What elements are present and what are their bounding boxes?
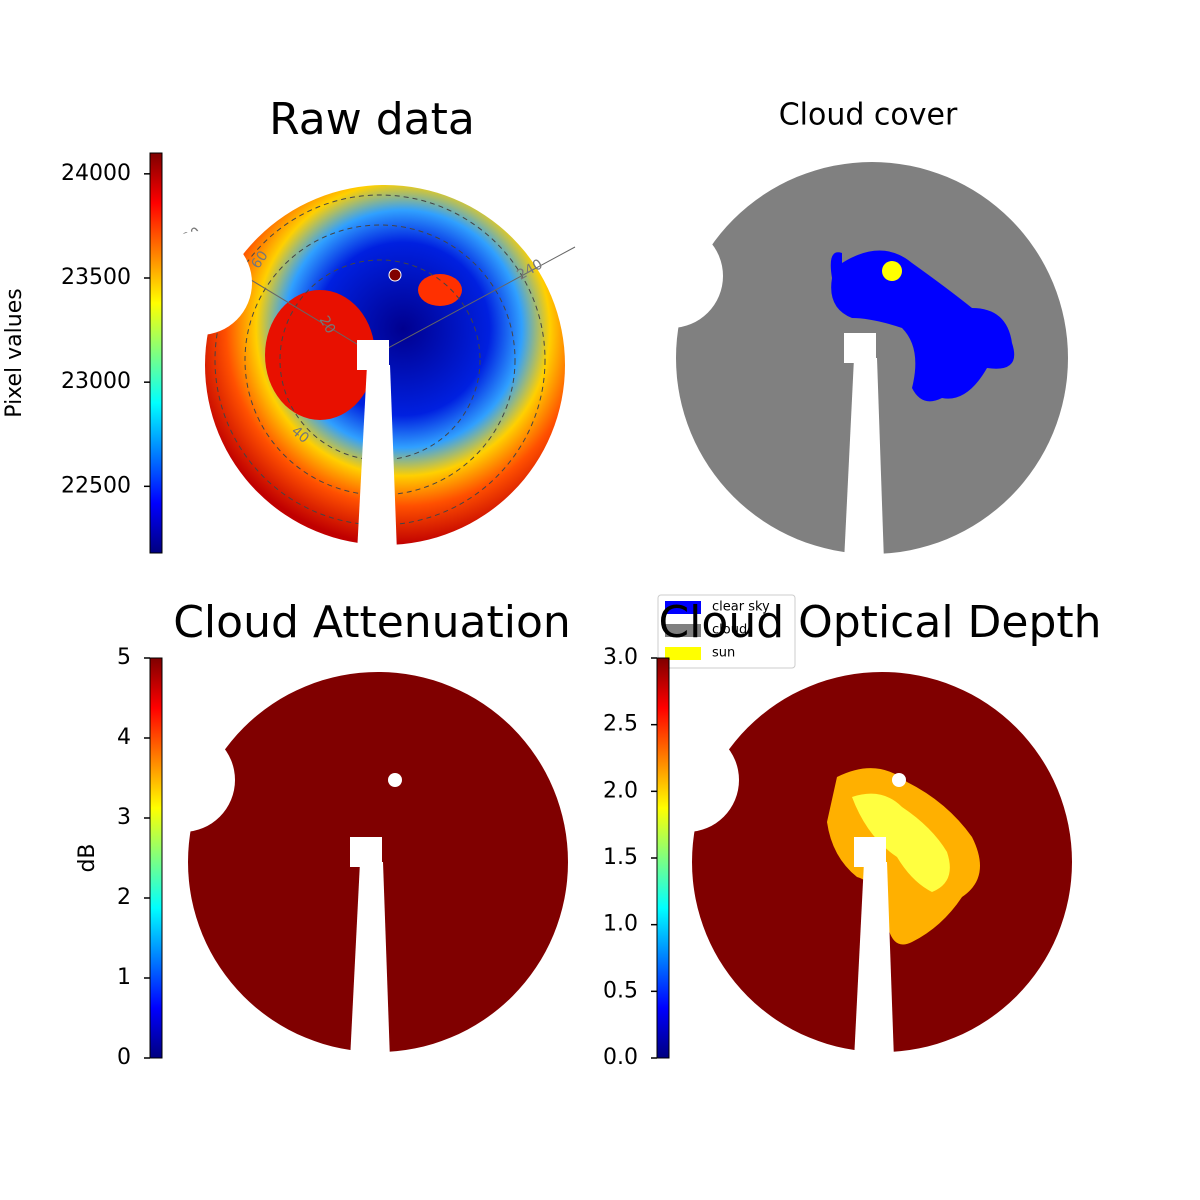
camera-arm — [854, 837, 886, 867]
warm-region — [265, 290, 375, 420]
colorbar-tick-label: 5 — [117, 645, 131, 670]
colorbar-tick-label: 0.0 — [603, 1045, 638, 1070]
mast-shadow — [357, 365, 397, 553]
legend-swatch — [665, 601, 701, 614]
colorbar — [149, 657, 163, 1059]
colorbar — [656, 657, 670, 1059]
clear-sky-region — [830, 250, 1015, 402]
notch — [148, 231, 252, 335]
sky-image — [619, 162, 1068, 562]
sun-spot — [388, 268, 402, 282]
sky-image — [635, 672, 1072, 1060]
colorbar-tick-label: 23000 — [61, 369, 131, 394]
legend-label: sun — [712, 646, 735, 661]
colorbar-tick-label: 0.5 — [603, 978, 638, 1003]
mast-shadow — [350, 862, 390, 1060]
colorbar-tick-label: 2.5 — [603, 712, 638, 737]
sky-image: 120602402040 — [148, 185, 576, 553]
notch — [635, 728, 739, 832]
notch — [131, 728, 235, 832]
colorbar-tick-label: 24000 — [61, 161, 131, 186]
colorbar-tick-label: 23500 — [61, 265, 131, 290]
colorbar-tick-label: 1.5 — [603, 845, 638, 870]
colorbar-tick-label: 0 — [117, 1045, 131, 1070]
legend-label: cloud — [712, 623, 747, 638]
camera-arm — [357, 340, 389, 370]
mast-shadow — [854, 862, 894, 1060]
colorbar-tick-label: 4 — [117, 725, 131, 750]
legend-swatch — [665, 624, 701, 637]
colorbar-tick-label: 2 — [117, 885, 131, 910]
mast-shadow — [844, 358, 884, 562]
polar-circle — [214, 194, 546, 526]
colorbar-tick-label: 2.0 — [603, 778, 638, 803]
panel-title: Cloud cover — [779, 98, 958, 133]
colorbar-tick-label: 22500 — [61, 473, 131, 498]
notch — [619, 224, 723, 328]
panel-title: Cloud Attenuation — [173, 597, 571, 648]
sun-mask — [388, 773, 402, 787]
panel-title: Cloud Optical Depth — [658, 597, 1101, 648]
sun-mask — [892, 773, 906, 787]
legend-swatch — [665, 647, 701, 660]
colorbar-tick-label: 1 — [117, 965, 131, 990]
colorbar-tick-label: 1.0 — [603, 912, 638, 937]
polar-spoke — [374, 246, 576, 356]
panel-title: Raw data — [269, 94, 475, 145]
legend: clear sky cloud sun — [657, 594, 796, 669]
colorbar-label: Pixel values — [2, 288, 27, 417]
sky-image — [131, 672, 568, 1060]
cloud-thin-core — [852, 793, 950, 892]
colorbar — [149, 152, 163, 554]
polar-label: 20 — [316, 313, 339, 336]
sun-marker — [882, 261, 902, 281]
legend-label: clear sky — [712, 600, 770, 615]
colorbar-label: dB — [75, 843, 100, 872]
colorbar-tick-label: 3 — [117, 805, 131, 830]
camera-arm — [844, 333, 876, 363]
colorbar-tick-label: 3.0 — [603, 645, 638, 670]
camera-arm — [350, 837, 382, 867]
warm-region — [418, 274, 462, 306]
